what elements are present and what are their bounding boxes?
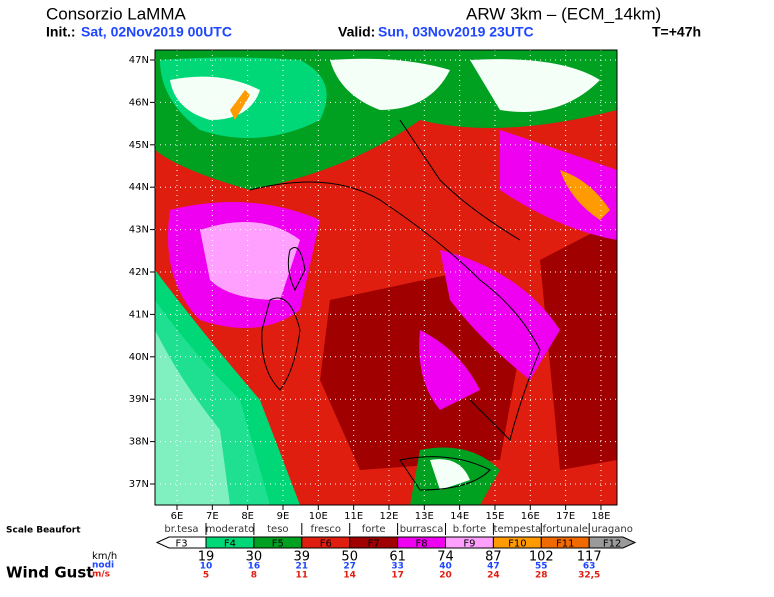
beaufort-class: F4 — [224, 539, 236, 550]
ms-value: 17 — [391, 571, 404, 581]
unit-nodi: nodi — [92, 561, 114, 571]
lon-label: 13E — [415, 511, 434, 522]
valid-value: Sun, 03Nov2019 23UTC — [378, 24, 534, 40]
ms-value: 28 — [535, 571, 548, 581]
beaufort-class: F3 — [175, 539, 187, 550]
beaufort-name: teso — [267, 524, 288, 535]
lat-label: 42N — [129, 267, 149, 278]
lat-label: 46N — [129, 97, 149, 108]
ms-value: 14 — [343, 571, 356, 581]
ms-value: 24 — [487, 571, 500, 581]
kmh-value: 117 — [577, 550, 602, 565]
knots-value: 16 — [248, 562, 261, 572]
kmh-value: 50 — [341, 550, 358, 565]
lat-label: 40N — [129, 352, 149, 363]
knots-value: 21 — [296, 562, 309, 572]
lon-label: 9E — [277, 511, 290, 522]
lat-label: 39N — [129, 394, 149, 405]
beaufort-class: F9 — [463, 539, 475, 550]
beaufort-class: F7 — [368, 539, 380, 550]
beaufort-name: uragano — [591, 524, 633, 535]
legend-title: Scale Beaufort — [6, 526, 81, 536]
valid-label: Valid: — [338, 24, 375, 40]
lat-label: 47N — [129, 55, 149, 66]
lat-label: 41N — [129, 309, 149, 320]
init-value: Sat, 02Nov2019 00UTC — [81, 24, 232, 40]
ms-value: 32,5 — [578, 571, 600, 581]
map — [155, 50, 617, 505]
knots-value: 27 — [343, 562, 356, 572]
knots-value: 63 — [583, 562, 596, 572]
beaufort-class: F12 — [603, 539, 621, 550]
unit-ms: m/s — [92, 570, 110, 580]
kmh-value: 30 — [246, 550, 263, 565]
knots-value: 33 — [391, 562, 404, 572]
beaufort-name: b.forte — [453, 524, 486, 535]
beaufort-class: F11 — [556, 539, 574, 550]
ms-value: 8 — [251, 571, 257, 581]
beaufort-name: forte — [362, 524, 386, 535]
lon-label: 8E — [241, 511, 254, 522]
lon-label: 7E — [206, 511, 219, 522]
lon-label: 15E — [485, 511, 504, 522]
model: ARW 3km – (ECM_14km) — [466, 4, 661, 23]
kmh-value: 39 — [294, 550, 311, 565]
lat-label: 45N — [129, 140, 149, 151]
lon-label: 10E — [309, 511, 328, 522]
ms-value: 11 — [296, 571, 309, 581]
kmh-value: 87 — [485, 550, 502, 565]
beaufort-class: F6 — [320, 539, 332, 550]
kmh-value: 19 — [198, 550, 215, 565]
beaufort-name: moderato — [206, 524, 255, 535]
beaufort-class: F10 — [508, 539, 526, 550]
knots-value: 47 — [487, 562, 500, 572]
lon-label: 17E — [556, 511, 575, 522]
lat-label: 38N — [129, 437, 149, 448]
lat-label: 44N — [129, 182, 149, 193]
row-title: Wind Gust — [6, 564, 93, 582]
lon-label: 18E — [591, 511, 610, 522]
lon-label: 12E — [379, 511, 398, 522]
map-frame — [154, 49, 618, 506]
lon-label: 11E — [344, 511, 363, 522]
lat-label: 37N — [129, 479, 149, 490]
beaufort-name: fortunale — [543, 524, 588, 535]
ms-value: 20 — [439, 571, 452, 581]
lead-time: T=+47h — [652, 24, 701, 40]
beaufort-class: F5 — [272, 539, 284, 550]
lon-label: 14E — [450, 511, 469, 522]
knots-value: 40 — [439, 562, 452, 572]
knots-value: 55 — [535, 562, 548, 572]
init-label: Init.: — [46, 24, 76, 40]
lon-label: 6E — [171, 511, 184, 522]
lat-label: 43N — [129, 225, 149, 236]
ms-value: 5 — [203, 571, 209, 581]
beaufort-name: burrasca — [400, 524, 444, 535]
beaufort-name: br.tesa — [164, 524, 198, 535]
beaufort-name: fresco — [311, 524, 341, 535]
lon-label: 16E — [521, 511, 540, 522]
beaufort-name: tempesta — [494, 524, 542, 535]
kmh-value: 102 — [529, 550, 554, 565]
knots-value: 10 — [200, 562, 213, 572]
beaufort-swatch — [588, 536, 637, 549]
unit-kmh: km/h — [92, 551, 117, 562]
beaufort-class: F8 — [415, 539, 427, 550]
kmh-value: 61 — [389, 550, 406, 565]
title: Consorzio LaMMA — [46, 4, 186, 23]
kmh-value: 74 — [437, 550, 454, 565]
